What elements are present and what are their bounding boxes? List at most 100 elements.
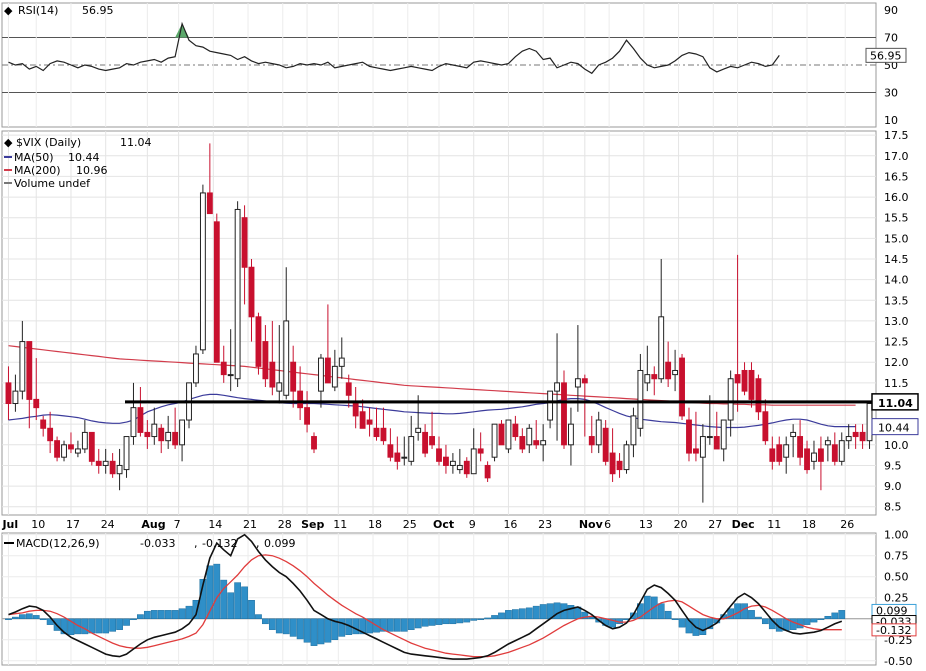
macd-hist-bar bbox=[109, 618, 117, 632]
candle-body bbox=[609, 452, 616, 475]
macd-hist-bar bbox=[227, 592, 235, 620]
candle-body bbox=[408, 436, 415, 462]
macd-hist-bar bbox=[192, 600, 200, 620]
candle-body bbox=[540, 440, 547, 446]
rsi-tick-label: 10 bbox=[884, 114, 898, 127]
candle-body bbox=[776, 444, 783, 462]
price-tick-label: 13.5 bbox=[884, 294, 909, 307]
candle-body bbox=[811, 452, 817, 462]
grid-layer bbox=[1, 2, 877, 666]
macd-hist-bar bbox=[838, 610, 846, 620]
candle-body bbox=[19, 341, 26, 392]
macd-hist-bar bbox=[185, 605, 193, 620]
candle-body bbox=[401, 456, 408, 459]
candle-body bbox=[123, 436, 130, 471]
x-axis-label: 23 bbox=[538, 518, 552, 531]
candle-body bbox=[644, 374, 651, 384]
candle-body bbox=[429, 436, 435, 446]
x-axis-label: Dec bbox=[732, 518, 755, 531]
candle-body bbox=[373, 427, 380, 438]
price-tick-label: 15.5 bbox=[884, 212, 909, 225]
macd-hist-bar bbox=[567, 605, 575, 620]
macd-hist-bar bbox=[338, 618, 346, 637]
candle-body bbox=[637, 369, 644, 429]
candle-body bbox=[179, 419, 186, 446]
candle-body bbox=[519, 436, 526, 450]
macd-tick-label: -0.25 bbox=[884, 634, 912, 647]
candle-body bbox=[734, 374, 741, 384]
x-axis-label: 11 bbox=[767, 518, 781, 531]
rsi-value-marker: 56.95 bbox=[870, 49, 902, 62]
candle-body bbox=[804, 448, 810, 471]
rsi-tick-label: 30 bbox=[884, 87, 898, 100]
macd-hist-bar bbox=[331, 618, 339, 641]
macd-hist-bar bbox=[241, 586, 248, 620]
macd-hist-bar bbox=[553, 602, 561, 620]
macd-hist-bar bbox=[275, 618, 283, 634]
macd-hist-bar bbox=[206, 565, 214, 620]
macd-hist-bar bbox=[95, 618, 103, 634]
candle-body bbox=[484, 464, 491, 479]
x-axis-label: 6 bbox=[604, 518, 611, 531]
price-title: $VIX (Daily) bbox=[16, 136, 81, 149]
candle-body bbox=[727, 378, 734, 421]
candle-body bbox=[533, 440, 540, 446]
candle-body bbox=[852, 431, 859, 438]
macd-signal-marker-box bbox=[871, 623, 917, 637]
macd-hist-bar bbox=[303, 618, 311, 643]
rsi-title: RSI(14) bbox=[18, 4, 58, 17]
x-axis-label: Nov bbox=[579, 518, 604, 531]
candle-body bbox=[394, 452, 401, 462]
price-tick-label: 13.0 bbox=[884, 315, 909, 328]
price-tick-label: 14.0 bbox=[884, 274, 909, 287]
macd-signal-line bbox=[8, 554, 842, 658]
candle-body bbox=[366, 419, 373, 425]
candle-body bbox=[651, 374, 658, 380]
candle-body bbox=[359, 411, 366, 429]
rsi-icon: ◆ bbox=[4, 4, 13, 17]
macd-hist-bar bbox=[581, 611, 589, 620]
candle-body bbox=[74, 448, 81, 454]
candle-body bbox=[116, 464, 123, 475]
candle-body bbox=[283, 320, 290, 396]
macd-hist-bar bbox=[234, 582, 241, 620]
candle-body bbox=[449, 460, 456, 466]
macd-tick-label: 0.75 bbox=[884, 550, 909, 563]
candle-body bbox=[318, 357, 324, 392]
macd-hist-bar bbox=[116, 618, 123, 630]
macd-hist-bar bbox=[359, 618, 366, 635]
candle-body bbox=[866, 403, 873, 442]
rsi-tick-label: 70 bbox=[884, 31, 898, 44]
x-axis-label: 17 bbox=[66, 518, 80, 531]
x-axis-label: 18 bbox=[802, 518, 816, 531]
macd-hist-bar bbox=[400, 618, 408, 632]
candle-body bbox=[699, 436, 706, 458]
candle-body bbox=[255, 316, 262, 367]
x-axis-label: Aug bbox=[141, 518, 165, 531]
legend-label: MA(200) bbox=[14, 164, 61, 177]
candle-body bbox=[241, 217, 248, 268]
legend-label: Volume undef bbox=[14, 177, 91, 190]
candle-body bbox=[824, 440, 831, 446]
candle-body bbox=[248, 266, 255, 318]
candle-body bbox=[68, 444, 74, 450]
candle-body bbox=[54, 440, 61, 458]
candle-body bbox=[151, 423, 158, 438]
candle-body bbox=[5, 382, 12, 405]
rsi-value: 56.95 bbox=[82, 4, 114, 17]
candle-body bbox=[817, 448, 824, 462]
last-price-box bbox=[871, 393, 919, 411]
macd-hist-bar bbox=[352, 618, 360, 635]
candle-body bbox=[47, 427, 54, 442]
macd-hist-bar bbox=[102, 618, 110, 634]
macd-hist-bar bbox=[60, 618, 68, 635]
price-tick-label: 17.5 bbox=[884, 129, 909, 142]
macd-hist-bar bbox=[727, 608, 735, 620]
macd-tick-label: 0.25 bbox=[884, 592, 909, 605]
candle-body bbox=[679, 357, 685, 417]
x-axis-label: 16 bbox=[503, 518, 517, 531]
candle-body bbox=[838, 440, 845, 462]
macd-hist-bar bbox=[671, 618, 679, 621]
macd-hist-bar bbox=[741, 603, 748, 620]
